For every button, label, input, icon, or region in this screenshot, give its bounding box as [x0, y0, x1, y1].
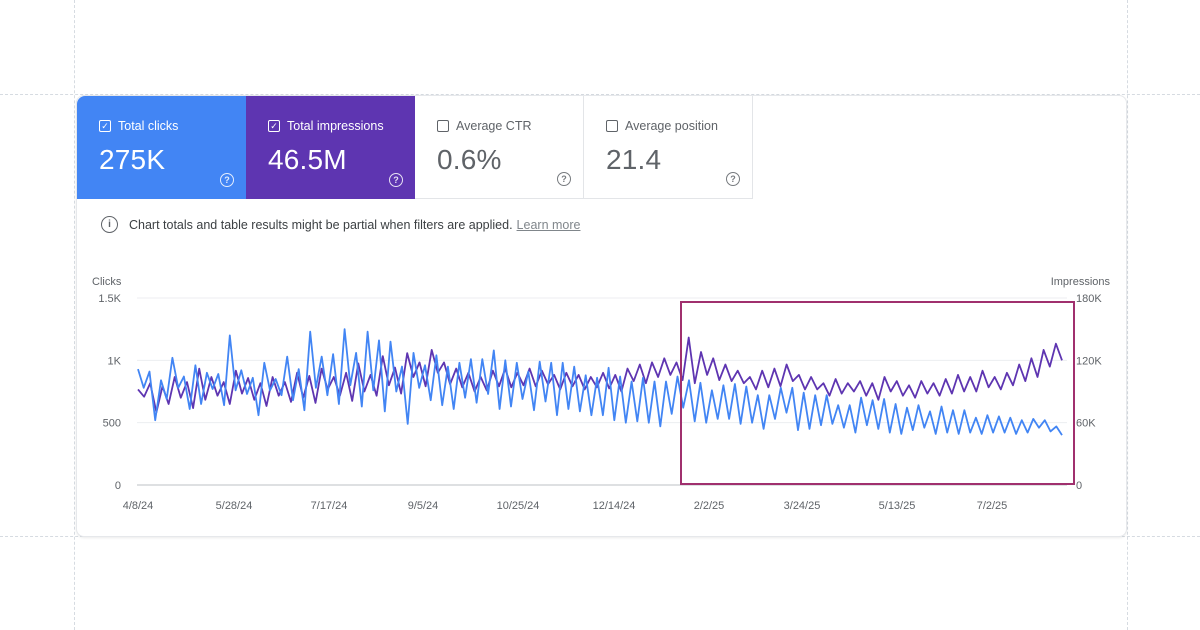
checkbox-unchecked-icon[interactable] [437, 120, 449, 132]
y-tick-label-left: 0 [115, 480, 121, 492]
x-tick-label: 9/5/24 [408, 500, 439, 512]
card-label: Average position [625, 119, 718, 133]
left-axis-label: Clicks [92, 276, 122, 288]
x-tick-label: 7/17/24 [311, 500, 348, 512]
x-tick-label: 5/13/25 [879, 500, 916, 512]
y-tick-label-left: 1.5K [98, 293, 121, 305]
chart-lines [137, 328, 1063, 436]
help-icon[interactable]: ? [220, 173, 234, 187]
x-tick-label: 2/2/25 [694, 500, 725, 512]
average-position-card[interactable]: Average position 21.4 ? [584, 96, 753, 199]
performance-panel: ✓ Total clicks 275K ? ✓ Total impression… [76, 95, 1127, 537]
card-label: Total impressions [287, 119, 384, 133]
help-icon[interactable]: ? [389, 173, 403, 187]
learn-more-link[interactable]: Learn more [516, 217, 581, 232]
card-value: 46.5M [268, 144, 347, 175]
clicks-series-line [137, 328, 1063, 436]
y-tick-label-right: 60K [1076, 418, 1096, 430]
metric-cards: ✓ Total clicks 275K ? ✓ Total impression… [77, 96, 753, 199]
y-tick-label-left: 500 [103, 418, 121, 430]
filter-notice: i Chart totals and table results might b… [101, 216, 580, 233]
card-label: Total clicks [118, 119, 179, 133]
right-axis-label: Impressions [1051, 276, 1111, 288]
x-tick-label: 4/8/24 [123, 500, 154, 512]
performance-chart: Clicks Impressions 1.5K 1K 500 0 180K 120K 60… [92, 276, 1111, 512]
x-tick-label: 3/24/25 [784, 500, 821, 512]
info-icon: i [101, 216, 118, 233]
card-value: 21.4 [606, 144, 662, 175]
x-tick-label: 12/14/24 [593, 500, 636, 512]
y-tick-label-right: 0 [1076, 480, 1082, 492]
checkbox-checked-icon[interactable]: ✓ [268, 120, 280, 132]
total-clicks-card[interactable]: ✓ Total clicks 275K ? [77, 96, 246, 199]
highlight-box [680, 301, 1075, 485]
card-label: Average CTR [456, 119, 532, 133]
average-ctr-card[interactable]: Average CTR 0.6% ? [415, 96, 584, 199]
x-axis-ticks: 4/8/24 5/28/24 7/17/24 9/5/24 10/25/24 12/14/… [123, 500, 1008, 512]
y-tick-label-right: 180K [1076, 293, 1102, 305]
left-axis-ticks: 1.5K 1K 500 0 [98, 293, 121, 492]
help-icon[interactable]: ? [557, 172, 571, 186]
x-tick-label: 7/2/25 [977, 500, 1008, 512]
layout-guide [74, 0, 75, 630]
total-impressions-card[interactable]: ✓ Total impressions 46.5M ? [246, 96, 415, 199]
y-tick-label-left: 1K [108, 355, 122, 367]
x-tick-label: 5/28/24 [216, 500, 253, 512]
layout-guide [0, 94, 1200, 95]
help-icon[interactable]: ? [726, 172, 740, 186]
card-value: 275K [99, 144, 166, 175]
checkbox-checked-icon[interactable]: ✓ [99, 120, 111, 132]
right-axis-ticks: 180K 120K 60K 0 [1076, 293, 1102, 492]
y-tick-label-right: 120K [1076, 355, 1102, 367]
x-tick-label: 10/25/24 [497, 500, 540, 512]
checkbox-unchecked-icon[interactable] [606, 120, 618, 132]
layout-guide [1127, 0, 1128, 630]
notice-text: Chart totals and table results might be … [129, 217, 513, 232]
card-value: 0.6% [437, 144, 502, 175]
